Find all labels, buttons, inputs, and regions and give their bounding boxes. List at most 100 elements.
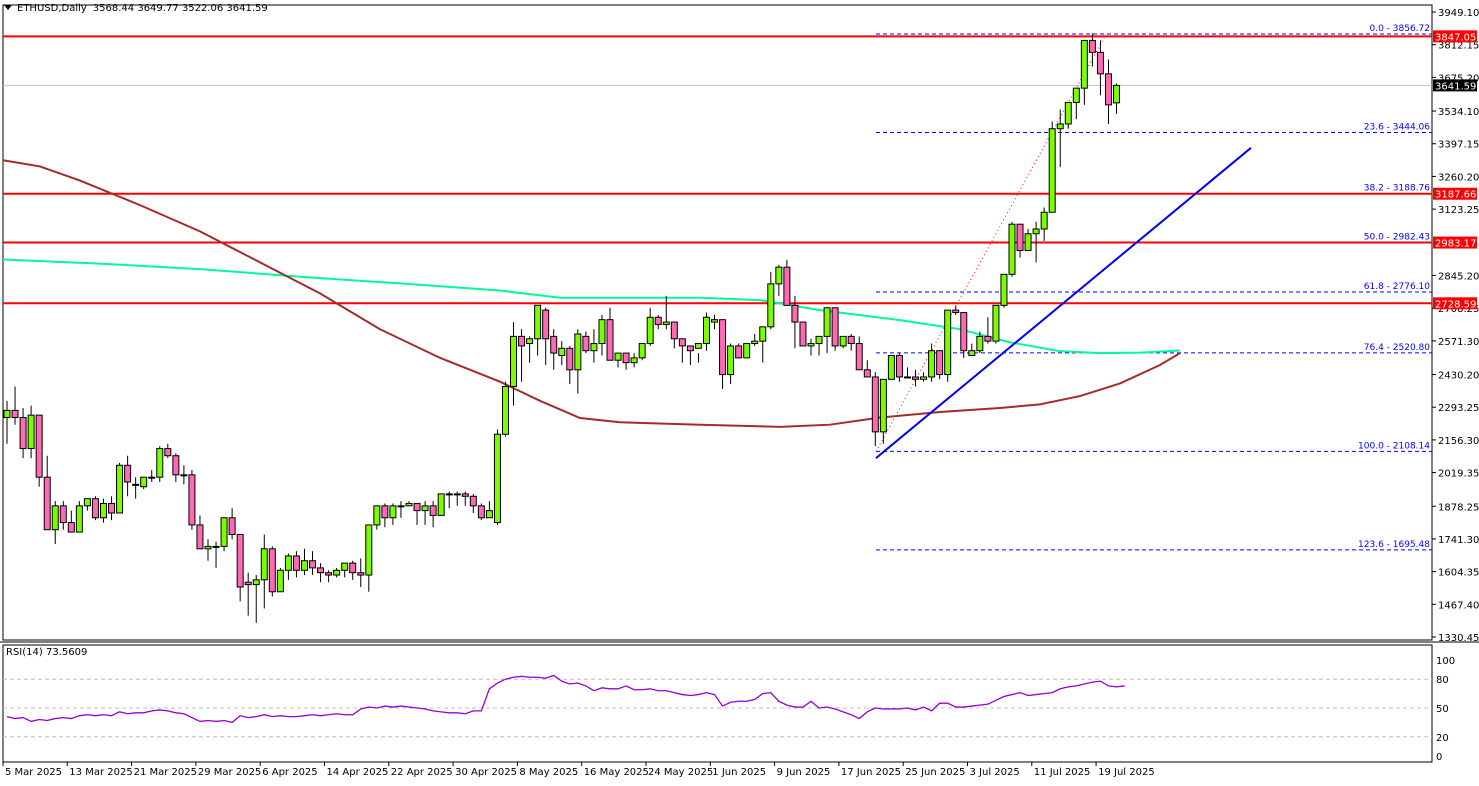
candle bbox=[116, 462, 124, 514]
bullish-candle-body bbox=[1056, 123, 1064, 130]
candle bbox=[381, 503, 389, 528]
price-tick-label: 2156.30 bbox=[1438, 436, 1479, 447]
time-tick-label: 17 Jun 2025 bbox=[841, 767, 901, 778]
candle bbox=[598, 314, 606, 356]
bullish-candle-body bbox=[284, 555, 292, 571]
candle bbox=[751, 333, 759, 346]
bullish-candle-body bbox=[148, 476, 156, 479]
bullish-candle-body bbox=[630, 357, 638, 364]
bullish-candle-body bbox=[421, 505, 429, 512]
price-tick-label: 2430.20 bbox=[1438, 371, 1479, 382]
bullish-candle-body bbox=[879, 378, 887, 433]
candle bbox=[469, 493, 477, 513]
bearish-candle-body bbox=[1104, 73, 1112, 106]
bearish-candle-body bbox=[357, 572, 365, 576]
price-tick-label: 2293.25 bbox=[1438, 403, 1479, 414]
bearish-candle-body bbox=[960, 312, 968, 352]
rsi-level-label: 100 bbox=[1436, 656, 1455, 667]
bullish-candle-body bbox=[389, 505, 397, 519]
bullish-candle-body bbox=[823, 307, 831, 337]
candle bbox=[1064, 101, 1072, 129]
price-tick-label: 3260.20 bbox=[1438, 172, 1479, 183]
candle bbox=[839, 335, 847, 349]
bullish-candle-body bbox=[365, 524, 373, 576]
trendline[interactable] bbox=[875, 147, 1252, 459]
candle bbox=[389, 503, 397, 525]
candle bbox=[220, 517, 228, 552]
bearish-candle-body bbox=[936, 350, 944, 376]
candle bbox=[920, 372, 928, 382]
bullish-candle-body bbox=[156, 448, 164, 478]
candle bbox=[59, 501, 67, 530]
bullish-candle-body bbox=[1113, 84, 1121, 104]
bullish-candle-body bbox=[815, 335, 823, 345]
fib-level-label: 0.0 - 3856.72 bbox=[1370, 24, 1431, 34]
bearish-candle-body bbox=[236, 533, 244, 588]
candle bbox=[244, 572, 252, 616]
candle bbox=[582, 331, 590, 354]
candle bbox=[670, 321, 678, 349]
candle bbox=[437, 493, 445, 516]
moving-average-line bbox=[2, 159, 1181, 428]
candle bbox=[124, 455, 132, 497]
bullish-candle-body bbox=[574, 333, 582, 371]
bullish-candle-body bbox=[341, 562, 349, 571]
time-tick-label: 11 Jul 2025 bbox=[1034, 767, 1091, 778]
time-tick-label: 13 Mar 2025 bbox=[69, 767, 132, 778]
time-tick-label: 14 Apr 2025 bbox=[327, 767, 389, 778]
candle bbox=[11, 386, 19, 425]
dropdown-triangle-icon[interactable] bbox=[4, 5, 12, 10]
candle bbox=[1104, 59, 1112, 124]
time-tick-label: 30 Apr 2025 bbox=[455, 767, 517, 778]
bearish-candle-body bbox=[429, 505, 437, 516]
bearish-candle-body bbox=[413, 502, 421, 512]
candle bbox=[43, 455, 51, 531]
candle bbox=[823, 307, 831, 354]
fib-level-label: 123.6 - 1695.48 bbox=[1358, 540, 1430, 550]
fib-level-label: 50.0 - 2982.43 bbox=[1364, 233, 1430, 243]
candle bbox=[83, 498, 91, 511]
candlesticks bbox=[3, 33, 1121, 623]
candle bbox=[542, 307, 550, 366]
candle bbox=[317, 563, 325, 583]
bullish-candle-body bbox=[501, 386, 509, 435]
bullish-candle-body bbox=[1024, 233, 1032, 251]
bearish-candle-body bbox=[244, 581, 252, 586]
candle bbox=[678, 338, 686, 363]
candle bbox=[148, 470, 156, 482]
bearish-candle-body bbox=[196, 524, 204, 550]
current-price-tag bbox=[1433, 79, 1477, 92]
candle bbox=[99, 498, 107, 523]
candle bbox=[91, 496, 99, 521]
rsi-indicator-label: RSI(14) 73.5609 bbox=[6, 647, 88, 658]
time-tick-label: 25 Jun 2025 bbox=[905, 767, 965, 778]
bullish-candle-body bbox=[590, 343, 598, 352]
candle bbox=[1080, 39, 1088, 105]
bullish-candle-body bbox=[220, 517, 228, 547]
chart-title-bar: ETHUSD,Daily 3568.44 3649.77 3522.06 3641… bbox=[4, 3, 268, 14]
bullish-candle-body bbox=[276, 569, 284, 593]
bullish-candle-body bbox=[598, 319, 606, 345]
candle bbox=[646, 307, 654, 346]
price-tick-label: 3949.10 bbox=[1438, 8, 1479, 19]
moving-average-line bbox=[2, 258, 1181, 355]
bullish-candle-body bbox=[526, 338, 534, 345]
time-tick-label: 21 Mar 2025 bbox=[134, 767, 197, 778]
bearish-candle-body bbox=[984, 335, 992, 342]
fib-level-label: 76.4 - 2520.80 bbox=[1364, 343, 1430, 353]
time-axis: 5 Mar 2025 13 Mar 2025 21 Mar 2025 29 Mar 2… bbox=[2, 762, 1155, 778]
price-tick-label: 3675.20 bbox=[1438, 73, 1479, 84]
candle bbox=[365, 524, 373, 592]
candle bbox=[357, 558, 365, 587]
rsi-level-label: 0 bbox=[1436, 752, 1442, 763]
candle bbox=[413, 502, 421, 525]
bullish-candle-body bbox=[534, 304, 542, 340]
candle bbox=[662, 295, 670, 330]
bearish-candle-body bbox=[35, 414, 43, 478]
candle bbox=[928, 343, 936, 382]
bullish-candle-body bbox=[751, 340, 759, 345]
bullish-candle-body bbox=[702, 316, 710, 345]
bullish-candle-body bbox=[493, 433, 501, 524]
candle bbox=[831, 307, 839, 351]
